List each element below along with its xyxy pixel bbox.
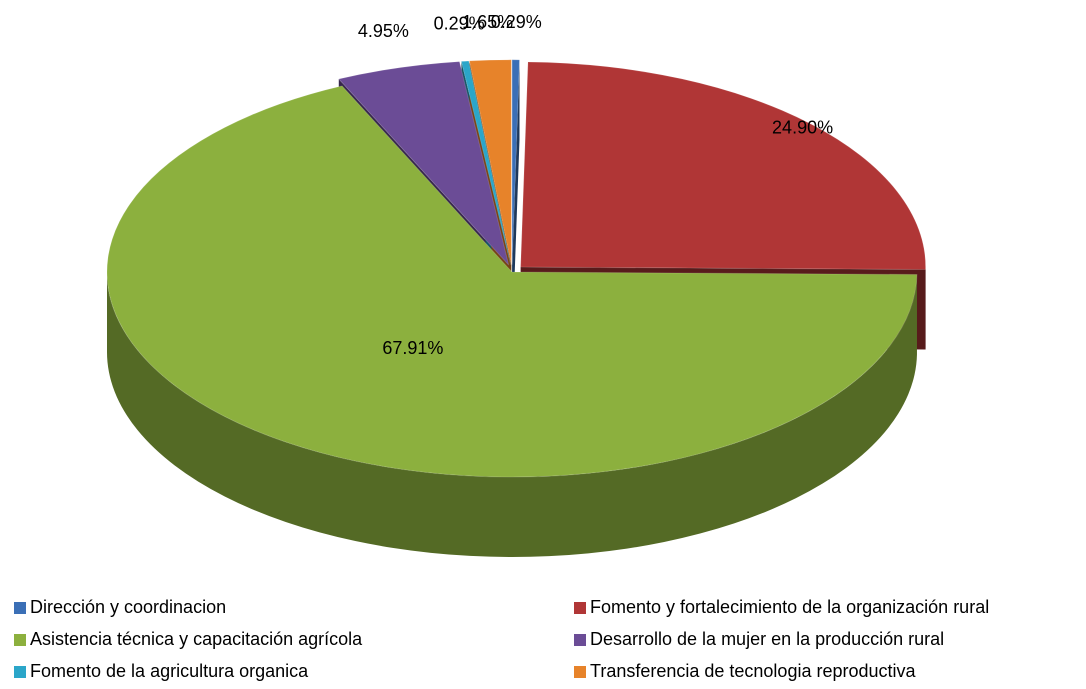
data-label: 4.95% <box>358 21 409 41</box>
legend-label: Desarrollo de la mujer en la producción … <box>590 629 944 649</box>
legend-label: Transferencia de tecnologia reproductiva <box>590 661 917 681</box>
pie-slice <box>511 59 521 265</box>
pie-tops <box>106 59 927 478</box>
data-label: 0.29% <box>434 13 485 33</box>
legend-label: Asistencia técnica y capacitación agríco… <box>30 629 363 649</box>
data-label: 1.65% <box>462 12 513 32</box>
legend-swatch <box>574 602 586 614</box>
data-label: 0.29% <box>491 12 542 32</box>
legend-swatch <box>574 666 586 678</box>
legend-swatch <box>574 634 586 646</box>
legend-label: Fomento y fortalecimiento de la organiza… <box>590 597 989 617</box>
legend-label: Dirección y coordinacion <box>30 597 226 617</box>
legend-swatch <box>14 634 26 646</box>
data-label: 67.91% <box>382 338 443 358</box>
pie-slice <box>106 85 918 478</box>
legend-swatch <box>14 666 26 678</box>
pie-slice <box>468 59 512 265</box>
legend-swatch <box>14 602 26 614</box>
pie-side <box>106 272 917 558</box>
data-label: 24.90% <box>772 117 833 137</box>
pie-slice <box>460 60 512 265</box>
pie-slice <box>520 61 927 270</box>
legend-label: Fomento de la agricultura organica <box>30 661 309 681</box>
pie-slice <box>337 61 510 266</box>
